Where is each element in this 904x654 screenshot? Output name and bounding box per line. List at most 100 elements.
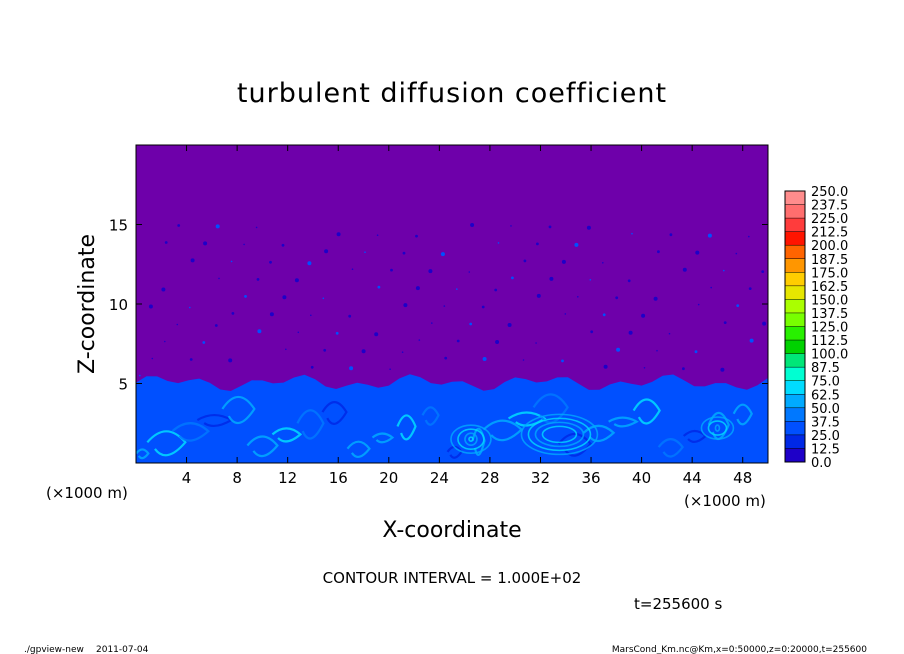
turbulence-blob — [641, 313, 646, 318]
turbulence-blob — [469, 322, 473, 326]
turbulence-blob — [577, 296, 579, 298]
colorbar-label: 62.5 — [811, 388, 840, 403]
turbulence-blob — [616, 347, 621, 352]
turbulence-blob — [189, 358, 193, 361]
turbulence-blob — [348, 314, 352, 318]
turbulence-blob — [589, 279, 592, 281]
turbulence-blob — [431, 322, 433, 324]
turbulence-blob — [243, 243, 245, 246]
turbulence-blob — [444, 356, 448, 360]
colorbar-swatch — [785, 448, 805, 463]
turbulence-blob — [564, 313, 567, 315]
turbulence-blob — [735, 252, 738, 255]
turbulence-blob — [164, 241, 168, 244]
turbulent-streak — [346, 440, 371, 458]
colorbar-swatch — [785, 231, 805, 246]
y-axis-unit: (×1000 m) — [46, 484, 128, 502]
eddy-contour — [450, 424, 492, 454]
turbulence-blob — [627, 279, 631, 283]
turbulence-blob — [403, 303, 408, 308]
contour-interval: CONTOUR INTERVAL = 1.000E+02 — [323, 569, 582, 587]
colorbar-label: 0.0 — [811, 456, 832, 471]
turbulent-streak — [371, 432, 395, 444]
turbulence-blob — [310, 314, 312, 317]
turbulence-blob — [590, 330, 594, 334]
colorbar-swatch — [785, 299, 805, 314]
colorbar-label: 250.0 — [811, 185, 848, 200]
colorbar-swatch — [785, 258, 805, 273]
turbulence-blob — [401, 351, 404, 354]
x-tick-label: 20 — [379, 469, 398, 487]
colorbar-swatch — [785, 421, 805, 436]
diffusion-field — [135, 223, 768, 463]
turbulence-blob — [177, 224, 181, 227]
turbulence-blob — [324, 249, 329, 254]
turbulence-blob — [214, 324, 218, 327]
colorbar-label: 37.5 — [811, 415, 840, 430]
colorbar-swatch — [785, 272, 805, 287]
turbulent-streak — [321, 401, 348, 425]
turbulence-blob — [653, 296, 658, 301]
turbulence-blob — [548, 225, 552, 229]
colorbar-swatch — [785, 312, 805, 327]
chart-title: turbulent diffusion coefficient — [237, 78, 667, 109]
turbulence-blob — [336, 232, 341, 237]
turbulence-blob — [536, 293, 541, 298]
turbulence-blob — [310, 365, 314, 369]
colorbar-swatch — [785, 434, 805, 449]
eddy-contour — [527, 417, 592, 452]
turbulence-blob — [522, 359, 525, 361]
y-tick-label: 5 — [118, 376, 128, 394]
eddy-contour — [534, 421, 585, 448]
colorbar-label: 12.5 — [811, 442, 840, 457]
x-tick-label: 24 — [430, 469, 449, 487]
colorbar-label: 237.5 — [811, 199, 848, 214]
turbulence-blob — [656, 349, 658, 352]
turbulence-blob — [376, 234, 379, 236]
turbulence-blob — [161, 287, 166, 292]
colorbar-swatch — [785, 285, 805, 300]
turbulence-blob — [549, 276, 554, 281]
turbulent-streak — [532, 393, 569, 424]
colorbar-swatch — [785, 218, 805, 233]
colorbar-label: 175.0 — [811, 266, 848, 281]
y-axis-label: Z-coordinate — [75, 234, 100, 374]
turbulence-blob — [511, 276, 514, 280]
turbulence-blob — [536, 242, 539, 246]
turbulence-blob — [535, 342, 537, 344]
colorbar-label: 112.5 — [811, 334, 848, 349]
turbulence-blob — [231, 312, 235, 315]
turbulence-blob — [281, 243, 285, 247]
turbulence-blob — [631, 232, 633, 235]
colorbar-label: 150.0 — [811, 293, 848, 308]
turbulence-blob — [335, 331, 339, 335]
colorbar-label: 187.5 — [811, 253, 848, 268]
turbulence-blob — [468, 271, 471, 273]
colorbar-label: 25.0 — [811, 429, 840, 444]
colorbar-swatch — [785, 204, 805, 219]
turbulence-blob — [495, 340, 500, 344]
turbulence-blob — [415, 286, 420, 291]
turbulence-blob — [494, 288, 498, 292]
program-label: ./gpview-new — [24, 645, 84, 654]
turbulence-blob — [456, 288, 458, 290]
y-axis-ticks: 5 10 15 — [109, 217, 768, 394]
turbulence-blob — [285, 348, 287, 351]
turbulence-blob — [164, 340, 166, 343]
turbulence-blob — [255, 226, 258, 229]
colorbar-swatch — [785, 340, 805, 354]
colorbar-swatch — [785, 245, 805, 260]
turbulent-streak — [171, 422, 211, 442]
colorbar-label: 137.5 — [811, 307, 848, 322]
boundary-layer — [136, 374, 768, 463]
turbulence-blob — [710, 286, 712, 289]
turbulence-blob — [481, 305, 485, 309]
turbulence-blob — [561, 259, 566, 264]
turbulence-blob — [244, 295, 247, 298]
turbulence-blob — [761, 270, 765, 273]
turbulence-blob — [307, 261, 312, 266]
turbulence-blob — [762, 321, 767, 326]
turbulence-blob — [190, 258, 195, 263]
turbulence-blob — [297, 331, 300, 334]
colorbar-swatch — [785, 326, 805, 341]
